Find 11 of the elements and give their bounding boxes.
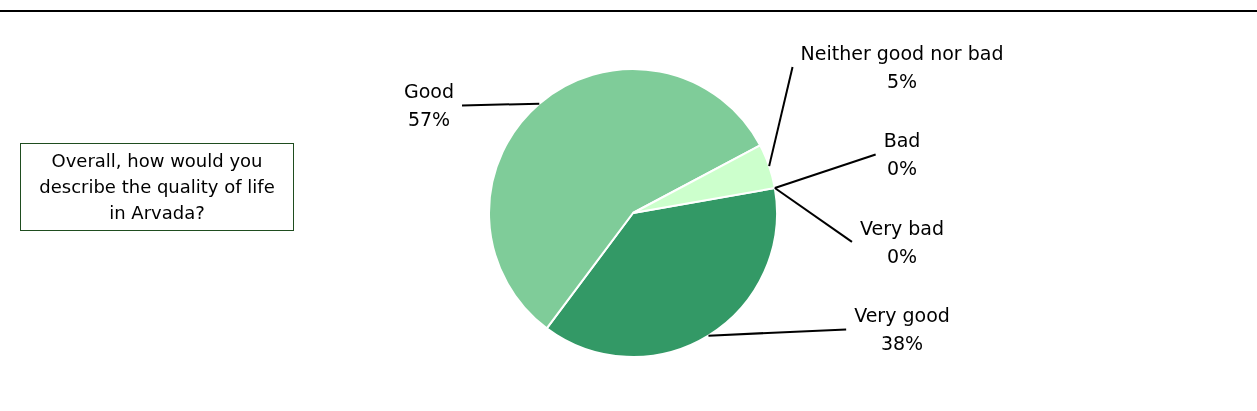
text: Overall, how would you describe the quality of life in Arvada? (20, 143, 294, 231)
slice-label: Good (403, 80, 455, 103)
data-label: 38% (880, 332, 924, 355)
text: 0% (886, 244, 918, 267)
category-label: Bad (883, 129, 921, 152)
text: 0% (886, 157, 918, 180)
slice-label: Very good (854, 304, 950, 327)
data-label: 57% (407, 108, 451, 131)
data-label: 5% (886, 69, 918, 92)
slice-label: Neither good nor bad (800, 41, 1004, 64)
category-label: Very bad (859, 216, 945, 239)
